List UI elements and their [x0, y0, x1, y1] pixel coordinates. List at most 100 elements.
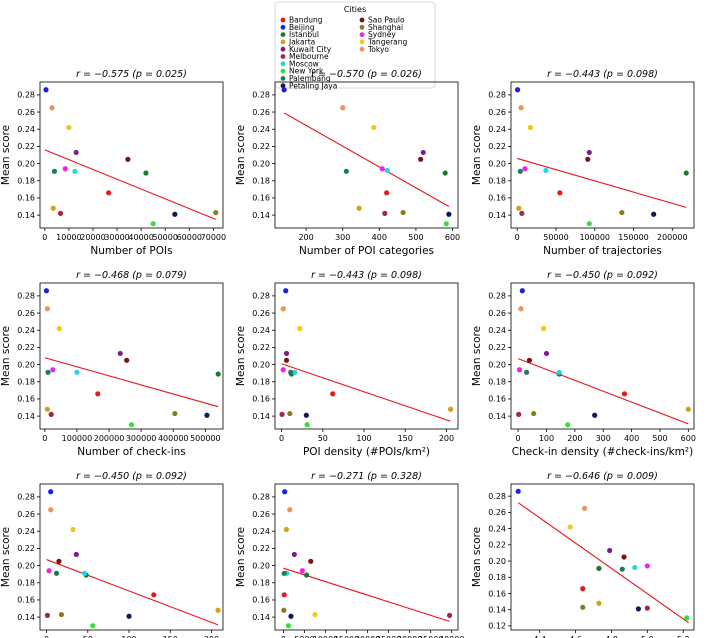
data-point — [400, 209, 406, 216]
scatter-panel: r = −0.570 (p = 0.026) 0.14 0.16 0.18 0.20 0.… — [235, 69, 460, 257]
data-point — [213, 209, 219, 216]
data-point — [586, 149, 592, 156]
data-point — [526, 357, 533, 363]
y-tick-label: 0.20 — [488, 159, 506, 168]
data-point — [90, 623, 96, 629]
y-tick-label: 0.24 — [17, 527, 35, 536]
data-point — [632, 564, 638, 571]
legend-label: Shanghai — [368, 23, 403, 32]
legend-entry: Istanbul — [280, 30, 319, 39]
y-tick-label: 0.22 — [17, 142, 35, 151]
data-point — [596, 600, 602, 606]
x-tick-label: 600 — [681, 434, 696, 443]
legend-marker — [280, 17, 286, 23]
data-point — [299, 568, 305, 574]
panel-title: r = −0.570 (p = 0.026) — [311, 69, 422, 80]
data-point — [287, 507, 293, 513]
data-point — [172, 211, 178, 217]
legend-entry: Petaling Jaya — [280, 81, 337, 90]
scatter-panel: r = −0.443 (p = 0.098) 0.14 0.16 0.18 0.20 0.… — [235, 270, 459, 458]
data-point — [283, 288, 289, 294]
data-point — [644, 563, 650, 569]
y-tick-label: 0.20 — [252, 561, 270, 570]
data-point — [150, 221, 156, 227]
data-point — [66, 124, 72, 131]
y-tick-label: 0.28 — [17, 493, 35, 502]
data-point — [303, 412, 309, 418]
regression-line — [517, 157, 687, 208]
scatter-panels: r = −0.575 (p = 0.025) 0.14 0.16 0.18 0.20 0.… — [0, 69, 696, 638]
data-point — [48, 507, 54, 513]
legend-marker — [280, 68, 286, 74]
legend-marker — [280, 39, 286, 45]
y-axis-label: Mean score — [471, 326, 483, 386]
y-tick-label: 0.28 — [488, 292, 506, 301]
data-point — [73, 149, 79, 156]
regression-line — [44, 357, 219, 408]
scatter-panel: r = −0.646 (p = 0.009) 0.12 0.14 0.16 0.18 0.… — [471, 471, 695, 638]
data-point — [619, 209, 625, 216]
y-tick-label: 0.14 — [488, 412, 506, 421]
x-tick-label: 200 — [298, 233, 313, 242]
data-point — [58, 611, 65, 618]
y-tick-label: 0.14 — [488, 606, 506, 615]
data-point — [281, 570, 287, 576]
data-point — [125, 156, 131, 162]
data-point — [283, 526, 289, 533]
y-tick-label: 0.28 — [488, 91, 506, 100]
y-axis-label: Mean score — [0, 326, 12, 386]
data-point — [516, 411, 522, 417]
panel-title: r = −0.443 (p = 0.098) — [547, 69, 658, 80]
data-point — [382, 210, 388, 216]
y-tick-label: 0.12 — [488, 622, 506, 631]
panel-title: r = −0.575 (p = 0.025) — [76, 69, 187, 80]
data-point — [565, 422, 571, 428]
y-tick-label: 0.26 — [17, 510, 35, 519]
x-tick-label: 0 — [279, 434, 284, 443]
y-tick-label: 0.16 — [252, 596, 270, 605]
data-point — [519, 210, 525, 216]
x-tick-label: 600 — [445, 233, 460, 242]
regression-line — [517, 358, 689, 425]
x-tick-label: 300 — [596, 434, 611, 443]
y-tick-label: 0.26 — [488, 309, 506, 318]
data-point — [356, 205, 362, 211]
data-point — [51, 168, 58, 174]
y-tick-label: 0.16 — [17, 194, 35, 203]
legend-label: Sydney — [368, 30, 396, 39]
x-axis-label: Check-in density (#check-ins/km²) — [512, 446, 693, 458]
plot-frame — [274, 282, 459, 430]
y-tick-label: 0.18 — [488, 378, 506, 387]
y-tick-label: 0.28 — [252, 292, 270, 301]
scatter-panel: r = −0.450 (p = 0.092) 0.14 0.16 0.18 0.20 0.… — [0, 471, 224, 638]
y-tick-label: 0.28 — [17, 292, 35, 301]
x-tick-label: 0 — [516, 434, 521, 443]
x-tick-label: 5.0 — [641, 635, 654, 638]
x-tick-label: 200000 — [94, 434, 125, 443]
x-tick-label: 30000 — [104, 233, 129, 242]
data-point — [384, 167, 390, 174]
y-tick-label: 0.22 — [252, 544, 270, 553]
legend-entry: Sao Paulo — [359, 16, 405, 25]
legend-entry: Beijing — [280, 23, 315, 32]
x-tick-label: 100000 — [579, 233, 610, 242]
data-point — [283, 357, 290, 363]
legend-label: Palembang — [289, 74, 331, 83]
data-point — [280, 306, 286, 312]
y-tick-label: 0.14 — [17, 412, 35, 421]
y-tick-label: 0.22 — [17, 343, 35, 352]
x-tick-label: 50000 — [543, 233, 568, 242]
legend-entry: Bandung — [280, 16, 323, 25]
legend-marker — [359, 32, 365, 37]
x-tick-label: 50000 — [152, 233, 177, 242]
legend-label: Sao Paulo — [368, 16, 405, 25]
data-point — [70, 526, 76, 533]
data-point — [50, 205, 56, 211]
regression-line — [44, 149, 216, 220]
y-tick-label: 0.16 — [252, 395, 270, 404]
data-point — [50, 367, 56, 373]
data-point — [607, 547, 613, 554]
x-tick-label: 4.4 — [533, 635, 546, 638]
data-point — [644, 605, 650, 611]
data-point — [74, 369, 80, 375]
